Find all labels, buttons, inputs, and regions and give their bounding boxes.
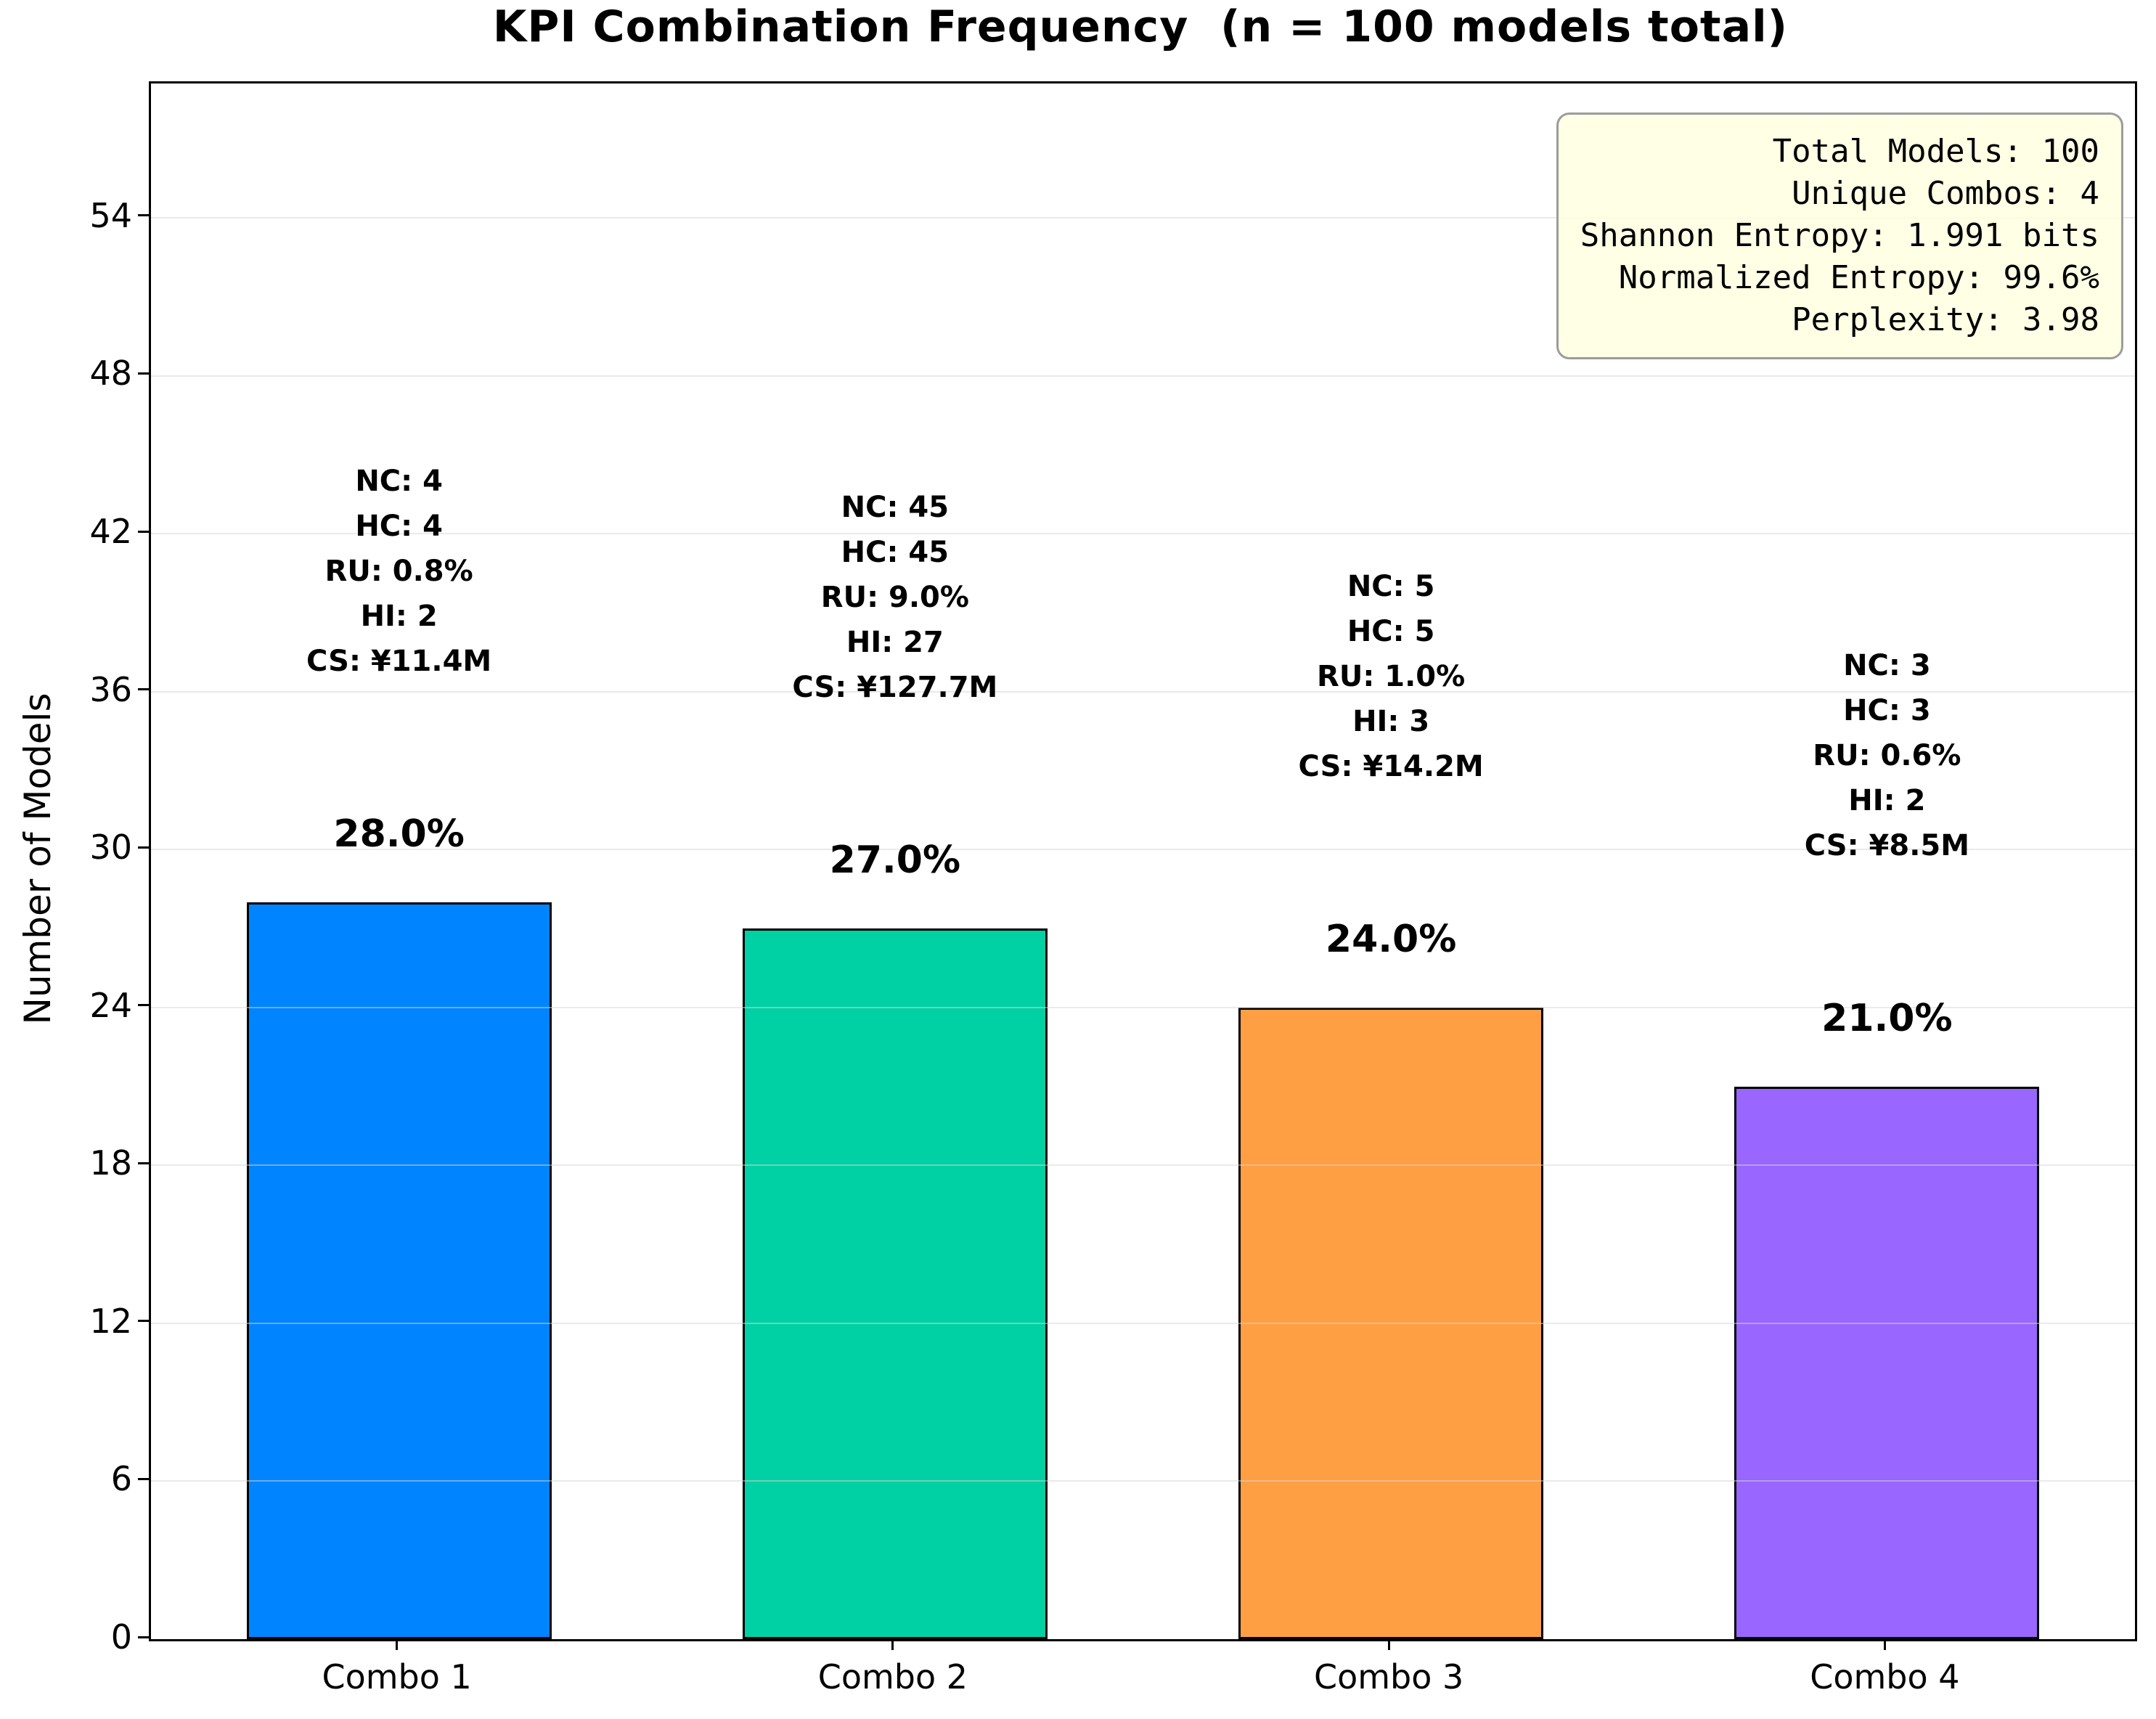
y-tick-label-36: 36 (89, 669, 132, 709)
gridline-y-48 (151, 375, 2135, 377)
x-tick-label-1: Combo 1 (322, 1657, 472, 1696)
x-tick-mark-2 (891, 1639, 894, 1650)
bar-kpi-annotation: NC: 45 HC: 45 RU: 9.0% HI: 27 CS: ¥127.7M (792, 485, 997, 710)
y-tick-label-18: 18 (89, 1143, 132, 1183)
kpi-annotation-line: RU: 9.0% (820, 580, 969, 614)
y-tick-mark-24 (138, 1004, 149, 1007)
y-tick-mark-42 (138, 530, 149, 533)
y-tick-label-24: 24 (89, 985, 132, 1025)
y-tick-label-30: 30 (89, 828, 132, 867)
y-tick-label-42: 42 (89, 512, 132, 552)
stats-box-line: Perplexity: 3.98 (1792, 301, 2099, 338)
kpi-annotation-line: HC: 5 (1347, 614, 1435, 648)
x-tick-mark-1 (396, 1639, 399, 1650)
stats-box-line: Unique Combos: 4 (1792, 175, 2099, 212)
x-tick-label-2: Combo 2 (817, 1657, 968, 1696)
bar-combo-1 (246, 902, 552, 1639)
y-tick-label-0: 0 (110, 1617, 132, 1657)
bar-percent-label: 28.0% (333, 812, 465, 856)
bar-combo-4 (1734, 1086, 2040, 1639)
y-tick-mark-48 (138, 372, 149, 375)
kpi-annotation-line: CS: ¥8.5M (1804, 828, 1970, 862)
kpi-annotation-line: HC: 3 (1843, 693, 1931, 727)
y-tick-mark-0 (138, 1636, 149, 1638)
kpi-annotation-line: NC: 3 (1843, 648, 1931, 682)
stats-box-line: Normalized Entropy: 99.6% (1618, 259, 2099, 296)
kpi-annotation-line: CS: ¥14.2M (1298, 749, 1484, 783)
gridline-y-42 (151, 533, 2135, 535)
x-tick-mark-4 (1883, 1639, 1886, 1650)
kpi-annotation-line: NC: 5 (1347, 569, 1435, 603)
kpi-annotation-line: NC: 4 (355, 464, 443, 498)
bar-percent-label: 24.0% (1325, 917, 1457, 961)
stats-box: Total Models: 100 Unique Combos: 4 Shannon… (1556, 113, 2123, 359)
bar-kpi-annotation: NC: 3 HC: 3 RU: 0.6% HI: 2 CS: ¥8.5M (1805, 643, 1969, 868)
chart-title: KPI Combination Frequency (n = 100 model… (492, 1, 1789, 52)
y-tick-mark-30 (138, 846, 149, 849)
kpi-annotation-line: HI: 27 (846, 625, 944, 659)
x-tick-label-4: Combo 4 (1810, 1657, 1960, 1696)
kpi-annotation-line: HC: 45 (841, 535, 950, 569)
kpi-annotation-line: RU: 0.6% (1813, 738, 1961, 772)
bar-combo-2 (742, 928, 1048, 1639)
gridline-y-54 (151, 216, 2135, 219)
gridline-y-24 (151, 1006, 2135, 1008)
kpi-annotation-line: RU: 1.0% (1317, 659, 1466, 693)
bar-kpi-annotation: NC: 5 HC: 5 RU: 1.0% HI: 3 CS: ¥14.2M (1299, 564, 1484, 789)
kpi-annotation-line: HI: 3 (1352, 704, 1430, 738)
x-tick-mark-3 (1387, 1639, 1390, 1650)
bar-kpi-annotation: NC: 4 HC: 4 RU: 0.8% HI: 2 CS: ¥11.4M (306, 459, 491, 684)
stats-box-line: Shannon Entropy: 1.991 bits (1580, 217, 2099, 254)
y-tick-mark-18 (138, 1161, 149, 1164)
kpi-annotation-line: CS: ¥127.7M (792, 670, 998, 704)
y-tick-label-12: 12 (89, 1301, 132, 1341)
y-tick-mark-36 (138, 688, 149, 691)
kpi-annotation-line: HI: 2 (1848, 783, 1926, 817)
y-tick-label-54: 54 (89, 195, 132, 235)
x-tick-label-3: Combo 3 (1313, 1657, 1464, 1696)
y-tick-mark-6 (138, 1477, 149, 1480)
y-tick-mark-12 (138, 1320, 149, 1323)
kpi-annotation-line: CS: ¥11.4M (306, 644, 492, 678)
gridline-y-6 (151, 1480, 2135, 1482)
bar-percent-label: 27.0% (829, 838, 961, 882)
kpi-annotation-line: HC: 4 (355, 509, 443, 543)
bar-percent-label: 21.0% (1821, 996, 1953, 1040)
stats-box-line: Total Models: 100 (1772, 133, 2099, 170)
y-tick-label-48: 48 (89, 354, 132, 393)
y-tick-label-6: 6 (110, 1459, 132, 1499)
kpi-annotation-line: RU: 0.8% (324, 554, 473, 588)
gridline-y-12 (151, 1322, 2135, 1324)
gridline-y-30 (151, 849, 2135, 851)
gridline-y-36 (151, 690, 2135, 693)
kpi-annotation-line: HI: 2 (360, 599, 438, 633)
y-tick-mark-54 (138, 214, 149, 217)
kpi-annotation-line: NC: 45 (841, 490, 950, 524)
gridline-y-18 (151, 1164, 2135, 1167)
